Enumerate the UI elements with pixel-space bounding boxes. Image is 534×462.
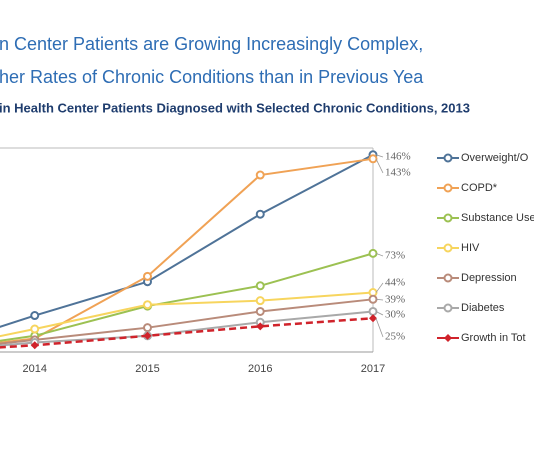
point (30, 311, 40, 321)
point (368, 154, 378, 164)
point (255, 296, 265, 306)
legend-label: Depression (461, 272, 517, 284)
value-label: 73% (385, 250, 405, 262)
value-label: 39% (385, 294, 405, 306)
point (255, 281, 265, 291)
legend-marker (444, 334, 452, 342)
point (30, 341, 39, 350)
leader-line (375, 158, 384, 174)
point (143, 300, 152, 310)
legend-marker (443, 213, 453, 223)
legend-label: Substance Use (461, 212, 534, 224)
value-label: 44% (385, 277, 405, 289)
chart-title: n Center Patients are Growing Increasing… (0, 34, 423, 54)
leader-line (375, 253, 384, 257)
point (143, 331, 152, 340)
legend-marker (443, 153, 453, 163)
value-label: 146% (385, 151, 411, 163)
legend-label: Overweight/O (461, 152, 529, 164)
leader-line (375, 154, 384, 158)
point (255, 306, 265, 316)
legend-label: HIV (461, 242, 480, 254)
legend-marker (443, 303, 453, 313)
leader-line (375, 318, 384, 338)
point (368, 294, 378, 304)
legend-label: COPD* (461, 182, 498, 194)
legend-marker (443, 183, 453, 193)
leader-line (375, 311, 384, 316)
legend-label: Diabetes (461, 302, 505, 314)
point (143, 323, 152, 333)
point (369, 314, 377, 323)
chart-title: her Rates of Chronic Conditions than in … (0, 67, 424, 87)
chart-subtitle: in Health Center Patients Diagnosed with… (0, 100, 470, 115)
x-tick-label: 2016 (248, 363, 272, 375)
point (368, 306, 378, 316)
value-label: 143% (385, 167, 411, 179)
leader-line (375, 298, 384, 301)
point (256, 322, 265, 331)
series-line (0, 316, 374, 349)
x-tick-label: 2015 (135, 363, 159, 375)
x-tick-label: 2017 (361, 363, 385, 375)
value-label: 30% (385, 309, 405, 321)
legend-label: Growth in Tot (461, 332, 526, 344)
legend-marker (443, 273, 453, 283)
point (255, 170, 265, 180)
x-tick-label: 2014 (23, 363, 47, 375)
legend-marker (443, 243, 453, 253)
point (368, 248, 378, 258)
point (143, 271, 152, 281)
point (30, 324, 40, 334)
point (255, 209, 265, 219)
leader-line (375, 282, 384, 293)
value-label: 25% (385, 331, 405, 343)
